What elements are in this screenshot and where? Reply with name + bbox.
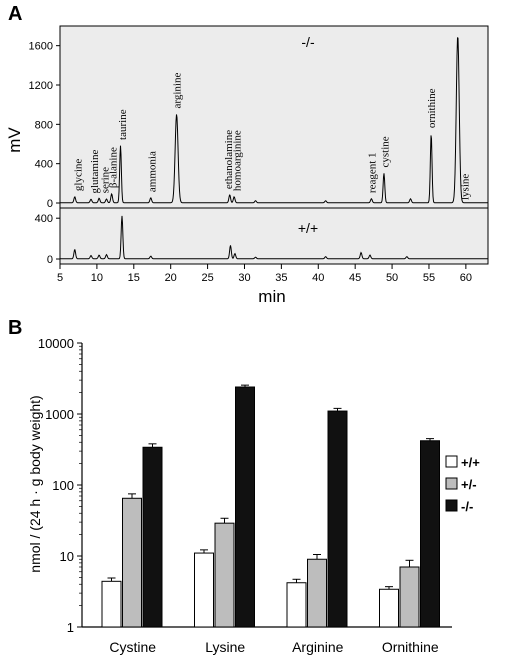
peak-label: ethanolamine xyxy=(223,130,235,189)
y-tick-label: 0 xyxy=(47,254,53,266)
y-tick-label: 800 xyxy=(35,119,53,131)
x-tick-label: 20 xyxy=(165,272,177,284)
y-tick-label: 10 xyxy=(60,549,74,564)
x-tick-label: 55 xyxy=(423,272,435,284)
x-tick-label: 40 xyxy=(312,272,324,284)
category-label: Ornithine xyxy=(382,639,439,655)
legend-swatch xyxy=(445,499,458,512)
x-tick-label: 15 xyxy=(128,272,140,284)
y-tick-label: 100 xyxy=(52,478,74,493)
panel-a-letter: A xyxy=(8,3,22,25)
category-label: Arginine xyxy=(292,639,344,655)
category-label: Cystine xyxy=(109,639,156,655)
x-tick-label: 50 xyxy=(386,272,398,284)
bar-ornithine--/- xyxy=(420,440,440,628)
y-tick-label: 10000 xyxy=(38,336,74,351)
bar-lysine-+/+ xyxy=(194,552,214,628)
peak-label: ornithine xyxy=(426,88,438,128)
legend-swatch xyxy=(445,477,458,490)
x-tick-label: 60 xyxy=(460,272,472,284)
y-tick-label: 400 xyxy=(35,213,53,225)
bar-ornithine-+/- xyxy=(399,566,420,628)
peak-label: taurine xyxy=(117,109,129,140)
x-tick-label: 45 xyxy=(349,272,361,284)
bar-lysine--/- xyxy=(235,386,255,628)
panel-b-bar-chart: 1 10 100 1000 10000 Cystine Lysine Arginine Orni… xyxy=(38,336,452,655)
peak-label: homoarginine xyxy=(231,130,243,191)
bar-cystine-+/+ xyxy=(101,580,122,628)
y-tick-label: 1000 xyxy=(45,407,74,422)
bar-lysine-+/- xyxy=(214,522,235,628)
panel-b-legend: +/+ +/- -/- xyxy=(445,455,480,514)
x-tick-label: 30 xyxy=(238,272,250,284)
x-tick-label: 25 xyxy=(201,272,213,284)
peak-label: glycine xyxy=(73,159,85,191)
panel-b-letter: B xyxy=(8,317,22,339)
trace-line--/- xyxy=(60,37,488,204)
trace-panel-1 xyxy=(59,207,489,265)
category-label: Lysine xyxy=(205,639,245,655)
bar-ornithine-+/+ xyxy=(379,588,399,628)
trace-panel-0 xyxy=(59,25,489,209)
y-tick-label: 400 xyxy=(35,159,53,171)
x-tick-label: 5 xyxy=(57,272,63,284)
bottom-trace-genotype-label: +/+ xyxy=(298,220,318,236)
bar-cystine-+/- xyxy=(122,497,142,628)
legend-label: +/- xyxy=(461,477,477,492)
legend-label: -/- xyxy=(461,499,473,514)
x-tick-label: 35 xyxy=(275,272,287,284)
y-tick-label: 1600 xyxy=(29,41,53,53)
panel-a-x-axis-title: min xyxy=(258,287,285,306)
bar-arginine--/- xyxy=(327,410,348,628)
y-tick-label: 1 xyxy=(67,620,74,635)
legend-swatch xyxy=(445,455,458,468)
x-tick-label: 10 xyxy=(91,272,103,284)
y-tick-label: 1200 xyxy=(29,80,53,92)
peak-label: glutamine xyxy=(89,149,101,193)
legend-label: +/+ xyxy=(461,455,480,470)
bar-cystine--/- xyxy=(142,446,163,628)
bar-arginine-+/- xyxy=(307,558,327,628)
trace-line-+/+ xyxy=(60,215,488,260)
peak-label: cystine xyxy=(380,136,392,167)
top-trace-genotype-label: -/- xyxy=(301,34,315,50)
peak-label: lysine xyxy=(459,174,471,200)
peak-label: β-alanine xyxy=(107,147,119,188)
panel-b-y-axis-title: nmol / (24 h · g body weight) xyxy=(27,395,43,572)
y-tick-label: 0 xyxy=(47,198,53,210)
peak-label: arginine xyxy=(172,73,184,109)
peak-label: serine xyxy=(99,167,111,193)
peak-label: ammonia xyxy=(147,151,159,192)
bar-arginine-+/+ xyxy=(286,582,307,628)
panel-a-y-axis-title: mV xyxy=(5,127,24,153)
peak-label: reagent 1 xyxy=(366,152,378,193)
